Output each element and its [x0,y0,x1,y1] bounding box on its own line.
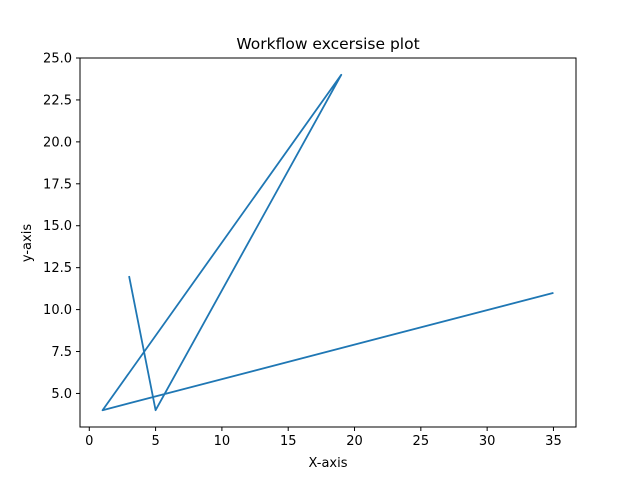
x-tick-label: 30 [479,434,496,449]
x-tick-label: 35 [545,434,562,449]
series-line [101,73,554,412]
y-tick-label: 17.5 [43,177,72,192]
y-tick-label: 25.0 [43,52,72,67]
x-axis-ticks: 0 5 10 15 20 25 30 35 [85,427,562,449]
y-tick-label: 7.5 [51,345,72,360]
x-tick-label: 5 [151,434,159,449]
y-axis-label: y-axis [20,224,35,262]
y-tick-label: 15.0 [43,219,72,234]
x-tick-label: 25 [413,434,430,449]
plot-series [101,73,554,412]
x-tick-label: 0 [85,434,93,449]
x-tick-label: 10 [214,434,231,449]
chart-title: Workflow excersise plot [236,35,419,53]
y-tick-label: 22.5 [43,93,72,108]
y-axis-ticks: 5.0 7.5 10.0 12.5 15.0 17.5 20.0 22.5 25.0 [43,52,80,402]
y-tick-label: 5.0 [51,387,72,402]
y-tick-label: 10.0 [43,303,72,318]
plot-frame [79,57,577,428]
x-tick-label: 15 [280,434,297,449]
x-tick-label: 20 [346,434,363,449]
y-tick-label: 20.0 [43,135,72,150]
x-axis-label: X-axis [309,456,348,471]
y-tick-label: 12.5 [43,261,72,276]
